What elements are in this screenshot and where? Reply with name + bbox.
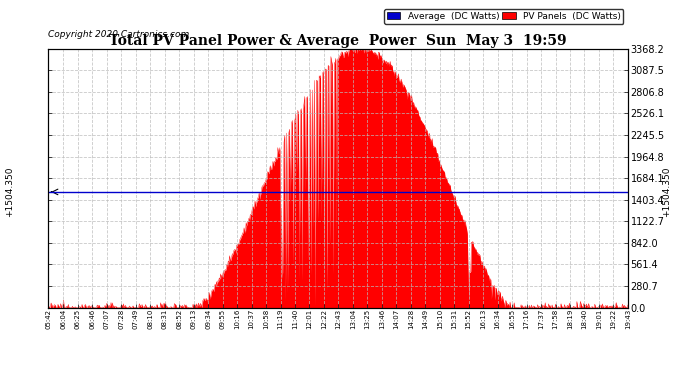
Text: +1504.350: +1504.350 xyxy=(662,166,671,217)
Text: +1504.350: +1504.350 xyxy=(5,166,14,217)
Title: Total PV Panel Power & Average  Power  Sun  May 3  19:59: Total PV Panel Power & Average Power Sun… xyxy=(109,34,567,48)
Text: Copyright 2020 Cartronics.com: Copyright 2020 Cartronics.com xyxy=(48,30,190,39)
Legend: Average  (DC Watts), PV Panels  (DC Watts): Average (DC Watts), PV Panels (DC Watts) xyxy=(384,9,623,24)
